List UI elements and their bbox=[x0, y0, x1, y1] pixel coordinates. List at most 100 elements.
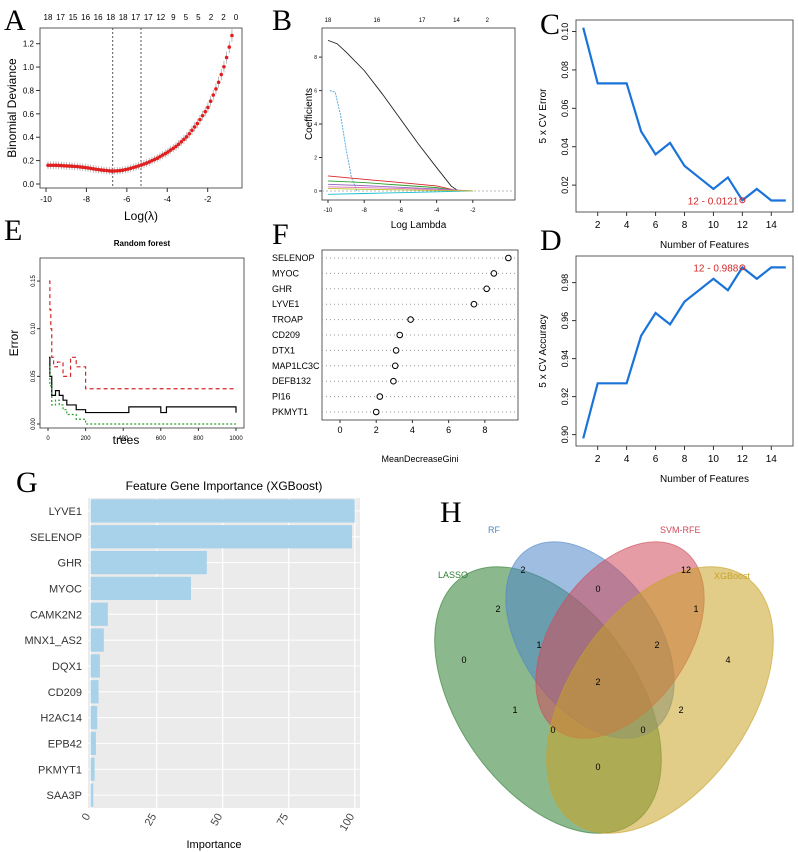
panel-b-x-label: Log Lambda bbox=[391, 220, 447, 231]
panel-label-f: F bbox=[272, 218, 289, 251]
panel-g-bar bbox=[90, 602, 108, 626]
panel-a-x-tick-label: -4 bbox=[164, 195, 172, 204]
panel-b-y-label: Coefficients bbox=[304, 88, 315, 140]
panel-a-point bbox=[203, 109, 208, 114]
panel-a-point bbox=[214, 87, 218, 91]
panel-a-top-label: 2 bbox=[209, 13, 214, 22]
panel-e-x-tick-label: 1000 bbox=[229, 436, 243, 442]
panel-d-best-point bbox=[739, 264, 746, 271]
panel-a-point bbox=[78, 165, 82, 169]
panel-b-coef-path bbox=[327, 190, 473, 195]
panel-a-point bbox=[184, 135, 189, 139]
panel-a-x-tick-label: -10 bbox=[40, 195, 52, 204]
panel-a-point bbox=[200, 113, 205, 118]
panel-c-x-tick-label: 4 bbox=[624, 220, 630, 231]
panel-a-point bbox=[48, 163, 53, 168]
panel-c-x-tick-label: 8 bbox=[682, 220, 688, 231]
panel-e-plot-frame bbox=[39, 257, 245, 429]
panel-g-x-tick-label: 100 bbox=[338, 812, 358, 834]
panel-e-x-tick-label: 400 bbox=[118, 436, 129, 442]
panel-c-y-label: 5 x CV Error bbox=[538, 88, 549, 144]
panel-a-point bbox=[54, 163, 58, 168]
panel-g-gene-label: CD209 bbox=[48, 687, 82, 699]
venn-region-count: 12 bbox=[681, 565, 691, 575]
panel-label-c: C bbox=[540, 8, 560, 41]
panel-g-bar bbox=[90, 783, 94, 807]
panel-b-y-tick-label: 4 bbox=[314, 122, 317, 128]
panel-c-x-tick-label: 6 bbox=[653, 220, 659, 231]
panel-g-x-label: Importance bbox=[186, 839, 241, 851]
panel-g-x-tick-label: 50 bbox=[209, 812, 226, 829]
venn-label-rf: RF bbox=[488, 525, 500, 535]
panel-c-best-point bbox=[739, 197, 746, 204]
panel-a-point bbox=[96, 167, 101, 172]
panel-f-point bbox=[407, 316, 414, 323]
panel-f-point bbox=[391, 362, 399, 370]
panel-a-point bbox=[192, 125, 197, 129]
panel-b-plot-frame bbox=[321, 27, 516, 201]
panel-g-gene-label: EPB42 bbox=[48, 738, 82, 750]
venn-label-svm-rfe: SVM-RFE bbox=[660, 525, 701, 535]
panel-a-point bbox=[72, 164, 77, 169]
panel-c-x-tick-label: 14 bbox=[766, 220, 778, 231]
panel-label-a: A bbox=[4, 4, 26, 37]
panel-a-top-label: 2 bbox=[221, 13, 226, 22]
panel-a-point bbox=[230, 33, 234, 38]
panel-e-series-class2 bbox=[48, 366, 236, 425]
panel-g-plot-background bbox=[88, 498, 360, 808]
panel-b-y-tick-label: 6 bbox=[314, 89, 317, 95]
panel-g-bar bbox=[90, 757, 95, 781]
panel-a-point bbox=[104, 168, 109, 173]
panel-a-top-label: 17 bbox=[56, 13, 65, 22]
panel-b-x-tick-label: -8 bbox=[362, 208, 368, 214]
panel-f-point bbox=[390, 377, 397, 385]
venn-region-count: 2 bbox=[495, 604, 500, 614]
panel-f-x-tick-label: 2 bbox=[374, 425, 379, 435]
panel-e-y-tick-label: 0.15 bbox=[31, 275, 37, 287]
panel-d-y-tick-label: 0.90 bbox=[560, 426, 570, 444]
panel-a-point bbox=[174, 144, 178, 149]
venn-region-count: 0 bbox=[595, 762, 600, 772]
panel-g-bar bbox=[90, 525, 353, 549]
panel-g-gene-label: SELENOP bbox=[30, 532, 82, 544]
panel-c-rfe-chart: 2 4 6 8 10 12 14 0.02 0.04 0.06 0.08 0.10 12 - 0.012… bbox=[538, 19, 794, 251]
panel-b-coef-path bbox=[327, 188, 473, 192]
panel-d-annotation: 12 - 0.988 bbox=[693, 263, 738, 274]
panel-a-point bbox=[222, 64, 226, 69]
panel-g-x-tick-label: 75 bbox=[275, 812, 292, 829]
panel-a-point bbox=[46, 163, 50, 168]
panel-b-top-label: 17 bbox=[419, 18, 426, 24]
panel-a-point bbox=[107, 169, 112, 173]
panel-e-x-tick-label: 800 bbox=[193, 436, 204, 442]
panel-b-y-tick-label: 2 bbox=[314, 156, 317, 162]
panel-f-gene-label: MAP1LC3C bbox=[272, 361, 320, 371]
panel-a-point bbox=[163, 151, 168, 156]
panel-b-top-label: 16 bbox=[374, 18, 381, 24]
venn-label-lasso: LASSO bbox=[438, 570, 468, 580]
panel-f-x-label: MeanDecreaseGini bbox=[381, 454, 458, 464]
panel-a-point bbox=[64, 164, 69, 168]
panel-b-coef-path bbox=[329, 90, 358, 192]
panel-label-g: G bbox=[16, 466, 38, 499]
panel-b-x-tick-label: -10 bbox=[324, 208, 333, 214]
panel-a-point bbox=[182, 137, 186, 142]
panel-d-y-tick-label: 0.98 bbox=[560, 274, 570, 292]
panel-a-y-tick-label: 0.2 bbox=[23, 157, 35, 166]
panel-f-gene-label: SELENOP bbox=[272, 253, 315, 263]
panel-d-y-tick-label: 0.94 bbox=[560, 350, 570, 368]
panel-g-bar bbox=[90, 499, 355, 523]
panel-b-coef-path bbox=[327, 186, 473, 192]
panel-a-y-label: Binomial Deviance bbox=[5, 58, 19, 158]
panel-g-bar bbox=[90, 680, 99, 704]
panel-g-gene-label: SAA3P bbox=[47, 790, 82, 802]
panel-a-point bbox=[211, 93, 216, 97]
panel-g-gene-label: H2AC14 bbox=[40, 713, 82, 725]
panel-g-gene-label: MYOC bbox=[49, 583, 82, 595]
panel-a-top-label: 16 bbox=[94, 13, 103, 22]
panel-d-x-tick-label: 10 bbox=[708, 454, 720, 465]
panel-a-point bbox=[176, 142, 181, 147]
panel-f-gene-label: GHR bbox=[272, 284, 293, 294]
panel-a-point bbox=[56, 163, 61, 168]
panel-g-gene-label: DQX1 bbox=[52, 661, 82, 673]
